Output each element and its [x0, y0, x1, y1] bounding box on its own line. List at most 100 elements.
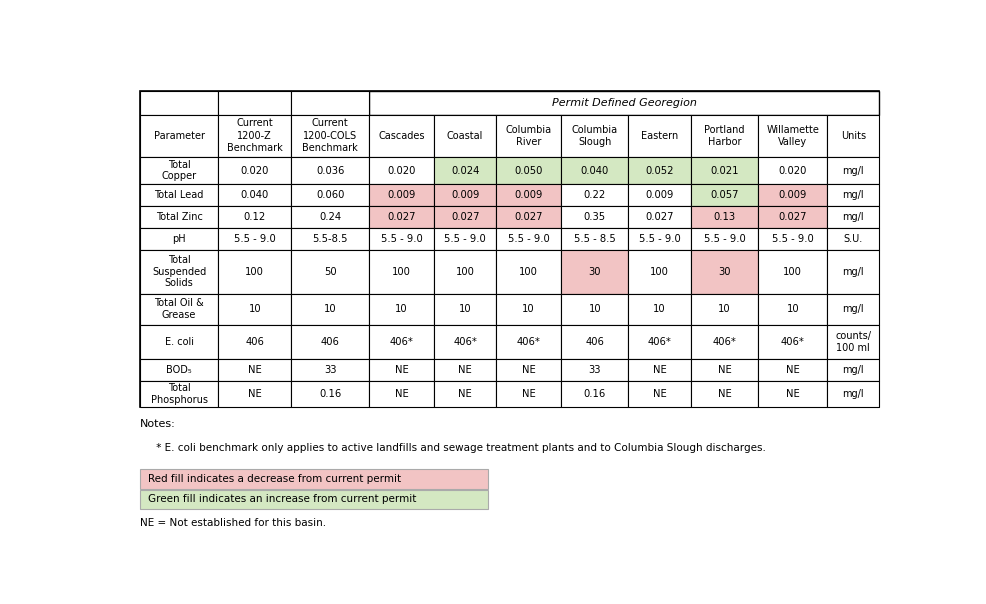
Text: 0.027: 0.027	[514, 212, 542, 222]
Text: 0.027: 0.027	[451, 212, 479, 222]
Bar	[690, 381, 757, 407]
Bar	[218, 184, 291, 206]
Text: 406*: 406*	[780, 337, 804, 347]
Text: 30: 30	[588, 267, 600, 277]
Bar	[291, 184, 369, 206]
Text: 10: 10	[248, 304, 260, 314]
Bar	[496, 206, 560, 228]
Bar	[369, 228, 434, 250]
Bar	[560, 294, 628, 324]
Bar	[369, 115, 434, 157]
Bar	[757, 294, 826, 324]
Bar	[218, 294, 291, 324]
Text: Columbia
Slough: Columbia Slough	[571, 124, 617, 147]
Bar	[218, 115, 291, 157]
Text: 0.009: 0.009	[778, 190, 807, 201]
Text: 33: 33	[323, 365, 336, 375]
Text: 10: 10	[588, 304, 600, 314]
Text: Green fill indicates an increase from current permit: Green fill indicates an increase from cu…	[148, 495, 416, 504]
Bar	[690, 228, 757, 250]
Text: 100: 100	[650, 267, 669, 277]
Bar	[757, 359, 826, 381]
Bar	[628, 206, 690, 228]
Text: NE: NE	[652, 365, 666, 375]
Text: 5.5 - 9.0: 5.5 - 9.0	[234, 234, 275, 244]
Bar	[218, 157, 291, 184]
Bar	[560, 250, 628, 294]
Bar	[826, 381, 879, 407]
Bar	[690, 184, 757, 206]
Bar	[628, 184, 690, 206]
Text: NE: NE	[652, 389, 666, 399]
Text: Eastern: Eastern	[640, 131, 677, 141]
Text: NE: NE	[394, 365, 408, 375]
Bar	[757, 184, 826, 206]
Bar	[757, 157, 826, 184]
Text: 0.050: 0.050	[514, 165, 542, 176]
Bar	[291, 324, 369, 359]
Text: 406*: 406*	[517, 337, 540, 347]
Text: 5.5 - 9.0: 5.5 - 9.0	[381, 234, 422, 244]
Bar	[496, 250, 560, 294]
Bar	[628, 324, 690, 359]
Text: NE: NE	[247, 389, 261, 399]
Text: 0.020: 0.020	[778, 165, 807, 176]
Text: 5.5-8.5: 5.5-8.5	[313, 234, 348, 244]
Text: Total
Phosphorus: Total Phosphorus	[151, 384, 207, 405]
Bar	[826, 157, 879, 184]
Bar	[218, 228, 291, 250]
Bar	[369, 184, 434, 206]
Bar	[690, 294, 757, 324]
Text: Total Lead: Total Lead	[154, 190, 203, 201]
Bar	[140, 115, 218, 157]
Text: 5.5 - 9.0: 5.5 - 9.0	[444, 234, 485, 244]
Bar	[628, 228, 690, 250]
Bar	[291, 250, 369, 294]
Bar	[560, 228, 628, 250]
Bar	[140, 157, 218, 184]
Text: NE: NE	[247, 365, 261, 375]
Text: 406: 406	[585, 337, 603, 347]
Text: Total
Copper: Total Copper	[162, 160, 196, 181]
Text: 0.060: 0.060	[316, 190, 344, 201]
Text: NE = Not established for this basin.: NE = Not established for this basin.	[140, 518, 326, 528]
Text: E. coli: E. coli	[165, 337, 193, 347]
Text: 0.009: 0.009	[387, 190, 415, 201]
Text: NE: NE	[522, 389, 535, 399]
Text: 0.024: 0.024	[451, 165, 479, 176]
Bar	[218, 381, 291, 407]
Text: 0.027: 0.027	[645, 212, 673, 222]
Bar	[434, 359, 496, 381]
Text: Current
1200-Z
Benchmark: Current 1200-Z Benchmark	[227, 118, 282, 153]
Bar	[140, 91, 218, 115]
Bar	[560, 324, 628, 359]
Bar	[140, 294, 218, 324]
Text: 5.5 - 9.0: 5.5 - 9.0	[703, 234, 744, 244]
Text: 10: 10	[786, 304, 799, 314]
Text: 0.040: 0.040	[580, 165, 608, 176]
Bar	[690, 115, 757, 157]
Bar	[496, 228, 560, 250]
Text: 10: 10	[718, 304, 730, 314]
Text: NE: NE	[458, 389, 471, 399]
Text: * E. coli benchmark only applies to active landfills and sewage treatment plants: * E. coli benchmark only applies to acti…	[140, 443, 765, 453]
Bar	[496, 294, 560, 324]
Bar	[218, 324, 291, 359]
Text: mg/l: mg/l	[841, 212, 863, 222]
Bar	[560, 157, 628, 184]
Text: Portland
Harbor: Portland Harbor	[703, 124, 743, 147]
Bar	[369, 381, 434, 407]
Text: NE: NE	[394, 389, 408, 399]
Bar	[369, 157, 434, 184]
Text: 406*: 406*	[712, 337, 736, 347]
Text: Total
Suspended
Solids: Total Suspended Solids	[152, 255, 206, 289]
Bar	[218, 91, 291, 115]
Bar	[434, 324, 496, 359]
Bar	[218, 206, 291, 228]
Bar	[140, 469, 488, 489]
Bar	[140, 381, 218, 407]
Text: 100: 100	[391, 267, 410, 277]
Bar	[628, 250, 690, 294]
Text: Total Zinc: Total Zinc	[156, 212, 202, 222]
Text: 0.24: 0.24	[318, 212, 341, 222]
